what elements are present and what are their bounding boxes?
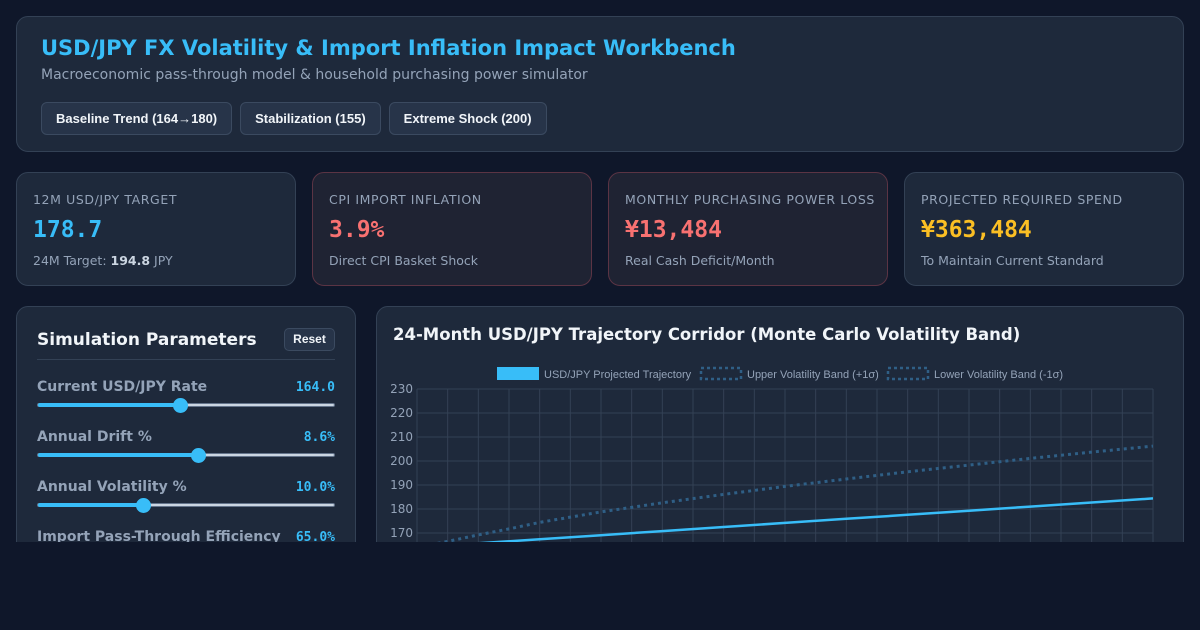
y-axis-tick-label: 170 (390, 526, 413, 540)
legend-label: Upper Volatility Band (+1σ) (747, 369, 879, 381)
panel-title: Simulation Parameters (37, 330, 257, 350)
preset-stabilization-button[interactable]: Stabilization (155) (240, 102, 381, 135)
y-axis-tick-label: 180 (390, 502, 413, 516)
param-annual-volatility: Annual Volatility % 10.0% (37, 479, 335, 523)
legend-swatch-band (699, 366, 743, 381)
legend-label: USD/JPY Projected Trajectory (544, 369, 692, 381)
kpi-value: ¥363,484 (921, 217, 1032, 243)
trajectory-chart-panel: 230 220 210 200 190 180 170 USD/JPY Projected T… (376, 306, 1184, 566)
kpi-value: 3.9% (329, 217, 385, 243)
kpi-value: ¥13,484 (625, 217, 722, 243)
kpi-subtext: To Maintain Current Standard (921, 253, 1104, 268)
kpi-card-12m-target: 12M USD/JPY TARGET 178.7 24M Target: 194… (16, 172, 296, 286)
crop-mask (0, 542, 1200, 630)
kpi-card-cpi-import-inflation: CPI IMPORT INFLATION 3.9% Direct CPI Bas… (312, 172, 592, 286)
param-label: Current USD/JPY Rate (37, 379, 208, 395)
divider (37, 359, 335, 360)
kpi-subtext: 24M Target: 194.8 JPY (33, 253, 173, 268)
param-current-rate: Current USD/JPY Rate 164.0 (37, 379, 335, 423)
y-axis-tick-label: 230 (390, 382, 413, 396)
legend-swatch-band (886, 366, 930, 381)
kpi-sub-bold-value: 194.8 (110, 253, 151, 268)
param-label: Annual Volatility % (37, 479, 187, 495)
legend-swatch-trajectory (497, 367, 539, 380)
kpi-value: 178.7 (33, 217, 103, 243)
param-value: 10.0% (295, 480, 335, 495)
y-axis-tick-label: 190 (390, 478, 413, 492)
preset-extreme-shock-button[interactable]: Extreme Shock (200) (388, 102, 547, 135)
annual-drift-slider-track[interactable] (37, 453, 335, 457)
param-label: Annual Drift % (37, 429, 152, 445)
kpi-label: PROJECTED REQUIRED SPEND (921, 192, 1123, 207)
annual-drift-slider-thumb[interactable] (190, 448, 206, 463)
current-rate-slider-thumb[interactable] (173, 398, 189, 413)
reset-button[interactable]: Reset (284, 328, 335, 351)
legend-label: Lower Volatility Band (-1σ) (934, 369, 1063, 381)
kpi-card-purchasing-power-loss: MONTHLY PURCHASING POWER LOSS ¥13,484 Re… (608, 172, 888, 286)
slider-fill (38, 503, 144, 507)
kpi-label: 12M USD/JPY TARGET (33, 192, 178, 207)
simulation-parameters-panel: Simulation Parameters Reset Current USD/… (16, 306, 356, 566)
annual-volatility-slider-thumb[interactable] (135, 498, 151, 513)
trajectory-chart: 230 220 210 200 190 180 170 USD/JPY Projected T… (390, 366, 1154, 565)
page-subtitle: Macroeconomic pass-through model & house… (41, 67, 588, 83)
param-value: 65.0% (295, 530, 335, 545)
y-axis-tick-label: 210 (390, 430, 413, 444)
header-panel: USD/JPY FX Volatility & Import Inflation… (16, 16, 1184, 152)
kpi-label: CPI IMPORT INFLATION (329, 192, 482, 207)
kpi-label: MONTHLY PURCHASING POWER LOSS (625, 192, 875, 207)
annual-volatility-slider-track[interactable] (37, 503, 335, 507)
y-axis-tick-label: 200 (390, 454, 413, 468)
param-value: 8.6% (303, 430, 335, 445)
chart-title: 24-Month USD/JPY Trajectory Corridor (Mo… (393, 325, 1021, 344)
slider-fill (38, 403, 182, 407)
kpi-sub-prefix: 24M Target: (33, 253, 111, 268)
kpi-card-required-spend: PROJECTED REQUIRED SPEND ¥363,484 To Mai… (904, 172, 1184, 286)
preset-baseline-button[interactable]: Baseline Trend (164→180) (41, 102, 233, 135)
kpi-sub-suffix: JPY (150, 253, 173, 268)
param-label: Import Pass-Through Efficiency (37, 529, 281, 545)
kpi-subtext: Direct CPI Basket Shock (329, 253, 479, 268)
preset-button-group: Baseline Trend (164→180) Stabilization (… (41, 102, 547, 135)
kpi-subtext: Real Cash Deficit/Month (625, 253, 775, 268)
series-line-trajectory (417, 497, 1153, 549)
y-axis-tick-label: 220 (390, 406, 413, 420)
param-pass-through-efficiency: Import Pass-Through Efficiency 65.0% (37, 529, 335, 573)
param-annual-drift: Annual Drift % 8.6% (37, 429, 335, 473)
param-value: 164.0 (295, 380, 335, 395)
page-title: USD/JPY FX Volatility & Import Inflation… (41, 36, 736, 60)
slider-fill (38, 453, 199, 457)
